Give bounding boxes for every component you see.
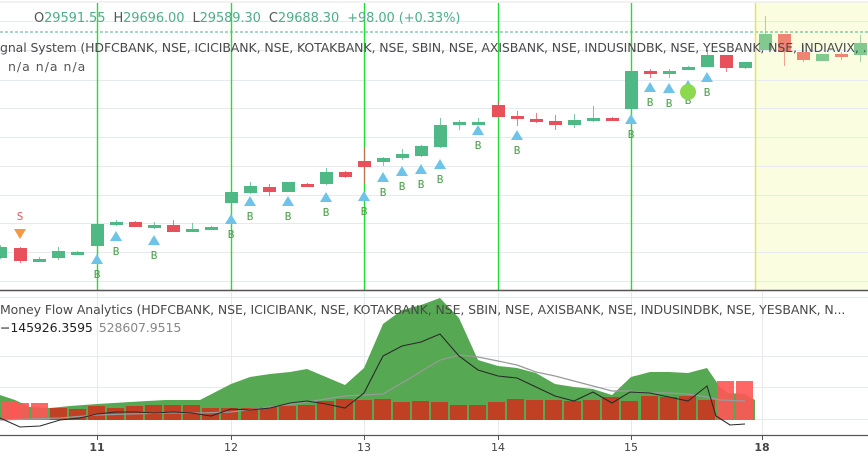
money-flow-value-2: 528607.9515 [98,320,182,335]
money-flow-value-1: −145926.3595 [0,320,93,335]
x-axis-label: 14 [491,441,505,454]
svg-text:B: B [628,128,635,141]
signal-system-values: n/a n/a n/a [8,59,87,74]
close-key: C [268,11,278,26]
x-axis-label: 13 [357,441,371,454]
signal-system-title[interactable]: gnal System (HDFCBANK, NSE, ICICIBANK, N… [0,40,868,55]
svg-text:B: B [704,86,711,99]
x-axis-label: 12 [224,441,238,454]
svg-text:B: B [399,180,406,193]
svg-text:B: B [685,94,692,107]
close-value: 29688.30 [277,11,340,26]
ohlc-legend: O29591.55 H29696.00 L29589.30 C29688.30 … [34,11,460,26]
change-value: +98.00 (+0.33%) [347,11,461,26]
money-flow-title[interactable]: Money Flow Analytics (HDFCBANK, NSE, ICI… [0,302,846,317]
x-axis-label: 18 [754,441,770,454]
svg-text:B: B [418,178,425,191]
low-value: 29589.30 [199,11,261,26]
open-value: 29591.55 [44,11,106,26]
high-key: H [113,11,124,26]
x-axis-ticks [97,435,763,440]
low-key: L [192,11,200,26]
svg-text:B: B [666,97,673,110]
svg-text:B: B [437,173,444,186]
price-gridlines [0,21,868,282]
svg-text:B: B [647,96,654,109]
money-flow-values: −145926.3595 528607.9515 [0,320,181,335]
candlestick-series [0,16,867,263]
highlight-region [755,2,868,289]
svg-text:B: B [151,249,158,262]
svg-text:B: B [113,245,120,258]
signal-markers: BB BBB B B BB B B BB BBB B BBS [14,72,713,281]
high-value: 29696.00 [123,11,185,26]
svg-text:S: S [17,210,24,223]
svg-text:B: B [514,144,521,157]
svg-text:B: B [361,205,368,218]
svg-text:B: B [228,228,235,241]
svg-text:B: B [247,210,254,223]
svg-text:B: B [285,210,292,223]
svg-text:B: B [380,186,387,199]
session-lines [96,3,757,290]
money-flow-plot [0,298,755,428]
x-axis-label: 15 [624,441,638,454]
svg-text:B: B [475,139,482,152]
svg-text:B: B [323,206,330,219]
open-key: O [34,11,45,26]
x-axis-label: 11 [89,441,105,454]
svg-text:B: B [94,268,101,281]
